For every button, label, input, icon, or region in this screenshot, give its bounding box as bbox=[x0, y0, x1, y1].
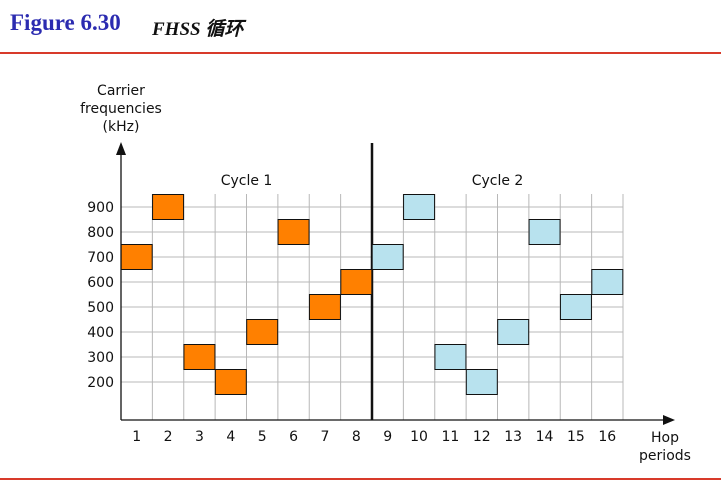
x-tick-label: 11 bbox=[442, 429, 460, 445]
hop-mark bbox=[434, 344, 467, 370]
hop-mark bbox=[465, 369, 498, 395]
hop-mark bbox=[371, 244, 404, 270]
x-tick-label: 10 bbox=[410, 429, 428, 445]
x-tick-label: 4 bbox=[226, 429, 235, 445]
y-tick-label: 300 bbox=[87, 350, 114, 366]
hop-mark bbox=[152, 194, 185, 220]
hop-mark bbox=[183, 344, 216, 370]
x-tick-label: 1 bbox=[132, 429, 141, 445]
y-axis-title-line: Carrier bbox=[97, 83, 145, 99]
hop-mark bbox=[246, 319, 279, 345]
hop-mark bbox=[340, 269, 373, 295]
hop-mark bbox=[214, 369, 247, 395]
x-axis-arrow bbox=[663, 415, 675, 425]
x-tick-label: 14 bbox=[536, 429, 554, 445]
hop-mark bbox=[528, 219, 561, 245]
y-axis-title-line: frequencies bbox=[80, 101, 162, 117]
x-tick-label: 8 bbox=[352, 429, 361, 445]
y-tick-label: 600 bbox=[87, 275, 114, 291]
top-divider bbox=[0, 52, 721, 54]
x-tick-label: 5 bbox=[258, 429, 267, 445]
y-tick-label: 200 bbox=[87, 375, 114, 391]
y-axis-arrow bbox=[116, 142, 126, 155]
y-tick-label: 700 bbox=[87, 250, 114, 266]
hop-mark bbox=[403, 194, 436, 220]
cycle-1-label: Cycle 1 bbox=[221, 173, 273, 189]
hop-mark bbox=[559, 294, 592, 320]
hop-mark bbox=[591, 269, 624, 295]
y-tick-label: 500 bbox=[87, 300, 114, 316]
hop-mark bbox=[277, 219, 310, 245]
y-axis-title-line: (kHz) bbox=[103, 119, 140, 135]
figure-title-bar: Figure 6.30 FHSS 循环 bbox=[0, 0, 721, 52]
bottom-divider bbox=[0, 478, 721, 480]
cycle-2-label: Cycle 2 bbox=[472, 173, 524, 189]
hop-mark bbox=[308, 294, 341, 320]
x-tick-label: 16 bbox=[598, 429, 616, 445]
y-tick-label: 400 bbox=[87, 325, 114, 341]
x-axis-title-line: periods bbox=[639, 448, 691, 464]
y-tick-label: 800 bbox=[87, 225, 114, 241]
x-tick-label: 2 bbox=[164, 429, 173, 445]
figure-name: FHSS 循环 bbox=[152, 19, 244, 40]
x-tick-label: 13 bbox=[504, 429, 522, 445]
x-tick-label: 6 bbox=[289, 429, 298, 445]
x-tick-label: 9 bbox=[383, 429, 392, 445]
y-tick-label: 900 bbox=[87, 200, 114, 216]
x-tick-label: 7 bbox=[320, 429, 329, 445]
x-tick-label: 12 bbox=[473, 429, 491, 445]
x-axis-title-line: Hop bbox=[651, 430, 679, 446]
chart-marks bbox=[120, 194, 624, 395]
hop-mark bbox=[120, 244, 153, 270]
hop-mark bbox=[497, 319, 530, 345]
x-tick-label: 3 bbox=[195, 429, 204, 445]
x-tick-label: 15 bbox=[567, 429, 585, 445]
figure-number: Figure 6.30 bbox=[10, 10, 121, 35]
